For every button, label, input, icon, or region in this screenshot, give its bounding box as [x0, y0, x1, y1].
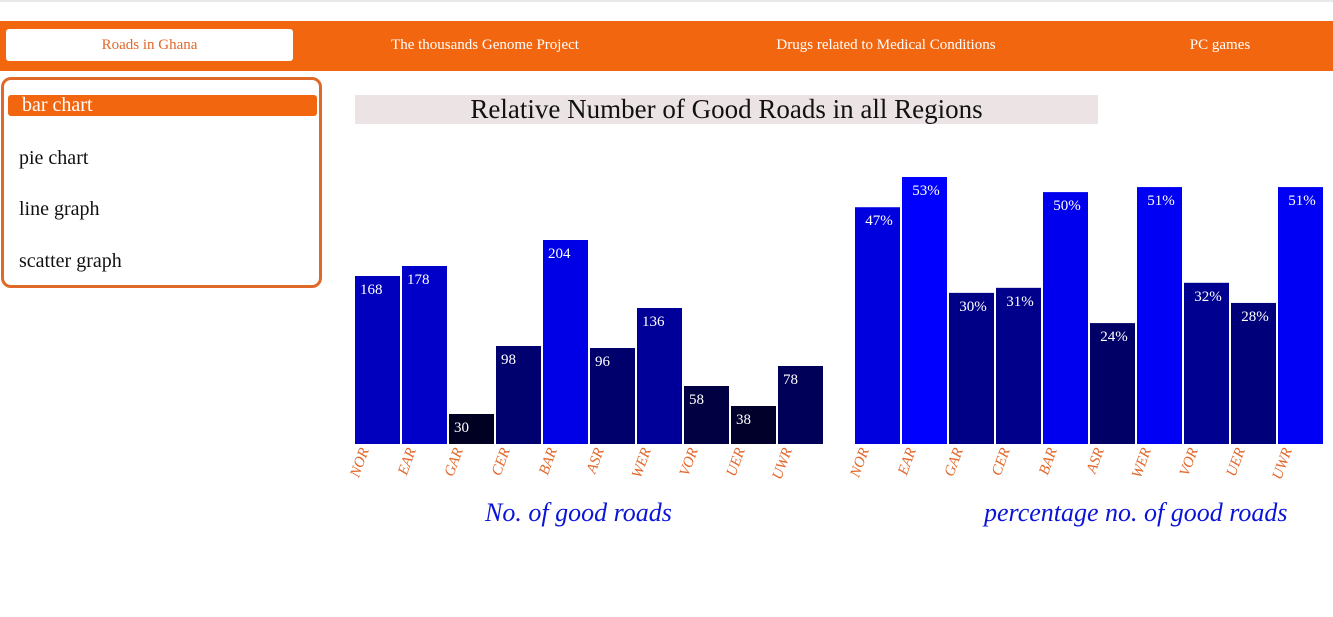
chart1-bar-cer — [496, 346, 541, 444]
chart2-tick-label-nor: NOR — [847, 446, 873, 481]
chart1-data-label-wer: 136 — [642, 314, 665, 330]
chart2-tick-label-vor: VOR — [1177, 446, 1202, 478]
chart1-data-label-uwr: 78 — [783, 372, 798, 388]
chart1-data-label-nor: 168 — [360, 282, 383, 298]
chart1-tick-label-asr: ASR — [584, 446, 608, 477]
chart2-data-label-asr: 24% — [1100, 329, 1128, 345]
chart1-bar-wer — [637, 308, 682, 444]
chart2-bar-ear — [902, 177, 947, 444]
menu-item-scatter-graph[interactable]: scatter graph — [19, 250, 122, 272]
chart-title: Relative Number of Good Roads in all Reg… — [355, 95, 1098, 124]
top-navbar: Roads in Ghana The thousands Genome Proj… — [0, 21, 1333, 71]
chart2-data-label-uer: 28% — [1241, 309, 1269, 325]
chart1-bar-gar — [449, 414, 494, 444]
top-divider — [0, 0, 1333, 2]
chart1-bar-bar — [543, 240, 588, 444]
chart2-bar-uer — [1231, 302, 1276, 444]
chart2-tick-label-bar: BAR — [1036, 446, 1060, 477]
chart2-bar-uwr — [1278, 187, 1323, 444]
chart1-tick-label-uer: UER — [724, 446, 749, 479]
chart1-tick-label-ear: EAR — [395, 446, 420, 478]
chart2-tick-label-uer: UER — [1224, 446, 1249, 479]
chart1-tick-label-bar: BAR — [536, 446, 560, 477]
chart1-data-label-gar: 30 — [454, 420, 469, 436]
chart2-data-label-nor: 47% — [865, 213, 893, 229]
chart2-data-label-gar: 30% — [959, 299, 987, 315]
chart1-data-label-uer: 38 — [736, 412, 751, 428]
chart2-data-label-cer: 31% — [1006, 294, 1034, 310]
chart1-bar-asr — [590, 348, 635, 444]
chart2-bar-cer — [996, 287, 1041, 444]
chart2-tick-label-gar: GAR — [942, 446, 967, 479]
menu-item-line-graph[interactable]: line graph — [19, 198, 100, 220]
chart1-tick-label-nor: NOR — [347, 446, 373, 481]
chart1-bar-nor — [355, 276, 400, 444]
chart2-data-label-bar: 50% — [1053, 198, 1081, 214]
menu-item-bar-chart[interactable]: bar chart — [8, 95, 317, 116]
chart2-caption: percentage no. of good roads — [984, 498, 1288, 527]
chart2-tick-label-uwr: UWR — [1270, 446, 1296, 482]
chart1-bar-uer — [731, 406, 776, 444]
chart2-tick-label-ear: EAR — [895, 446, 920, 478]
chart1-data-label-asr: 96 — [595, 354, 611, 370]
chart2-data-label-ear: 53% — [912, 183, 940, 199]
chart1-bar-vor — [684, 386, 729, 444]
nav-tab-drugs-medical-conditions[interactable]: Drugs related to Medical Conditions — [776, 37, 996, 53]
chart2-tick-label-cer: CER — [989, 446, 1014, 478]
menu-item-pie-chart[interactable]: pie chart — [19, 147, 89, 169]
chart2-data-label-uwr: 51% — [1288, 193, 1316, 209]
chart2-data-label-wer: 51% — [1147, 193, 1175, 209]
nav-tab-genome-project[interactable]: The thousands Genome Project — [391, 37, 579, 53]
chart2-tick-label-asr: ASR — [1084, 446, 1108, 477]
chart1-tick-label-vor: VOR — [677, 446, 702, 478]
chart2-bar-asr — [1090, 323, 1135, 444]
chart1-tick-label-gar: GAR — [442, 446, 467, 479]
chart2-bar-bar — [1043, 192, 1088, 444]
chart1-data-label-vor: 58 — [689, 392, 704, 408]
chart1-tick-label-uwr: UWR — [770, 446, 796, 482]
chart-type-menu: bar chart pie chart line graph scatter g… — [1, 77, 322, 288]
chart1-data-label-ear: 178 — [407, 272, 430, 288]
chart2-bar-nor — [855, 207, 900, 444]
chart1-data-label-cer: 98 — [501, 352, 516, 368]
chart1-tick-label-cer: CER — [489, 446, 514, 478]
nav-tab-pc-games[interactable]: PC games — [1189, 37, 1251, 53]
chart1-bar-ear — [402, 266, 447, 444]
chart1-tick-label-wer: WER — [629, 446, 655, 480]
chart1-caption: No. of good roads — [485, 498, 672, 527]
chart2-data-label-vor: 32% — [1194, 289, 1222, 305]
chart1-bar-uwr — [778, 366, 823, 444]
chart2-bar-wer — [1137, 187, 1182, 444]
chart2-bar-gar — [949, 292, 994, 444]
chart1-data-label-bar: 204 — [548, 246, 571, 262]
nav-tab-roads-in-ghana[interactable]: Roads in Ghana — [6, 29, 293, 61]
chart2-bar-vor — [1184, 282, 1229, 444]
chart2-tick-label-wer: WER — [1129, 446, 1155, 480]
